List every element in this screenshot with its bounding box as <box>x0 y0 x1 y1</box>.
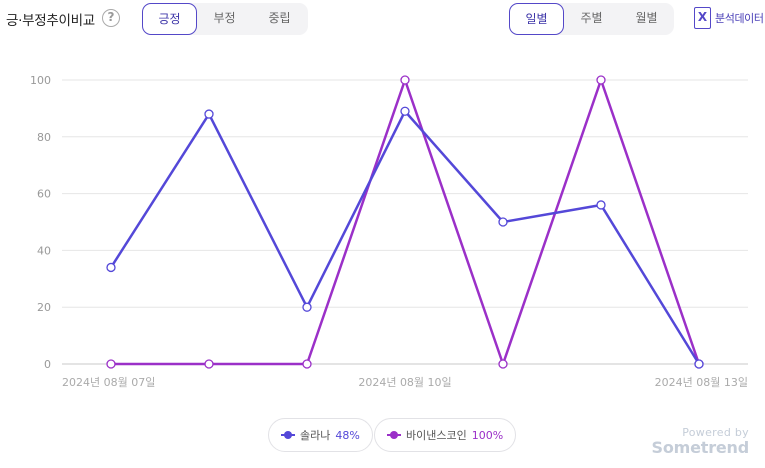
legend-item-binancecoin[interactable]: 바이낸스코인 100% <box>374 418 517 452</box>
data-point-1 <box>400 75 410 85</box>
data-point-1 <box>596 75 606 85</box>
trend-line-chart: 0 20 40 60 80 100 2024년 08월 07일 2024년 08월 10일 20… <box>30 74 748 389</box>
tab-daily[interactable]: 일별 <box>509 3 564 35</box>
powered-by-watermark: Powered by Sometrend <box>651 426 750 457</box>
data-point-0 <box>498 217 508 227</box>
data-point-0 <box>204 109 214 119</box>
download-data-button[interactable]: X 분석데이터 <box>694 7 764 29</box>
y-tick-label: 0 <box>44 358 51 371</box>
x-tick-label: 2024년 08월 07일 <box>62 375 155 389</box>
section-title: 긍·부정추이비교 <box>6 13 95 29</box>
legend-share-solana: 48% <box>335 428 360 442</box>
y-tick-label: 60 <box>37 188 51 201</box>
data-point-1 <box>302 359 312 369</box>
excel-icon: X <box>694 7 711 29</box>
data-point-0 <box>106 262 116 273</box>
tab-monthly[interactable]: 월별 <box>635 11 658 25</box>
y-tick-label: 20 <box>37 301 51 314</box>
legend-item-solana[interactable]: 솔라나 48% <box>268 418 373 452</box>
sometrend-logo-text: Sometrend <box>651 438 750 457</box>
x-tick-label: 2024년 08월 13일 <box>655 375 748 389</box>
tab-neutral[interactable]: 중립 <box>268 11 291 25</box>
legend-share-binancecoin: 100% <box>471 428 504 442</box>
tab-weekly[interactable]: 주별 <box>580 11 603 25</box>
tab-negative[interactable]: 부정 <box>213 11 236 25</box>
legend-marker-binancecoin <box>387 430 401 440</box>
y-tick-label: 40 <box>37 244 51 257</box>
sentiment-toggle: 긍정 부정 중립 <box>142 3 308 35</box>
data-point-0 <box>596 200 606 210</box>
data-point-1 <box>106 359 116 369</box>
data-point-0 <box>694 359 704 369</box>
download-data-label: 분석데이터 <box>715 12 764 25</box>
help-icon[interactable]: ? <box>102 9 120 27</box>
data-point-1 <box>498 359 508 369</box>
legend-label-solana: 솔라나 <box>300 429 331 442</box>
y-tick-label: 100 <box>30 74 51 87</box>
y-tick-label: 80 <box>37 131 51 144</box>
x-tick-label: 2024년 08월 10일 <box>358 375 451 389</box>
data-point-1 <box>204 359 214 369</box>
period-toggle: 일별 주별 월별 <box>509 3 674 35</box>
powered-by-text: Powered by <box>682 426 749 439</box>
tab-positive[interactable]: 긍정 <box>142 3 197 35</box>
data-point-0 <box>400 106 410 116</box>
data-point-0 <box>302 302 312 312</box>
legend-marker-solana <box>281 430 295 440</box>
series-line-0 <box>109 109 701 365</box>
legend-label-binancecoin: 바이낸스코인 <box>406 429 467 442</box>
